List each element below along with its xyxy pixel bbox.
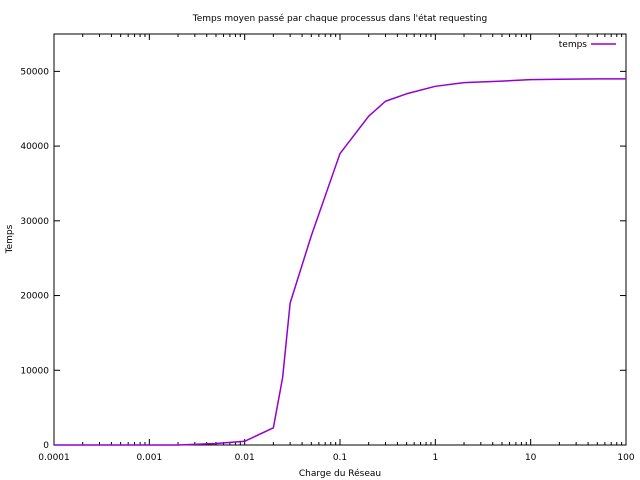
chart-title: Temps moyen passé par chaque processus d… (192, 13, 487, 24)
y-tick-label: 10000 (20, 366, 49, 376)
y-tick-label: 30000 (20, 217, 49, 227)
legend: temps (559, 40, 616, 50)
legend-label-temps: temps (559, 40, 588, 50)
axis-tick-labels: 0.0001 0.001 0.01 0.1 1 10 100 0 10000 20000 30000… (20, 67, 634, 463)
y-tick-label: 0 (43, 441, 49, 451)
x-tick-label: 0.0001 (38, 453, 70, 463)
series-line-temps (54, 78, 626, 446)
series-layer (54, 78, 626, 446)
y-axis-label: Temps (5, 224, 15, 254)
x-tick-label: 1 (432, 453, 438, 463)
plot-frame (53, 33, 627, 446)
x-tick-label: 10 (525, 453, 537, 463)
x-tick-label: 0.001 (136, 453, 162, 463)
x-tick-label: 100 (617, 453, 634, 463)
x-axis-label: Charge du Réseau (299, 468, 381, 479)
x-tick-label: 0.1 (333, 453, 347, 463)
y-tick-label: 50000 (20, 67, 49, 77)
y-tick-label: 40000 (20, 142, 49, 152)
y-tick-label: 20000 (20, 292, 49, 302)
x-tick-label: 0.01 (235, 453, 255, 463)
axis-ticks (53, 34, 627, 446)
